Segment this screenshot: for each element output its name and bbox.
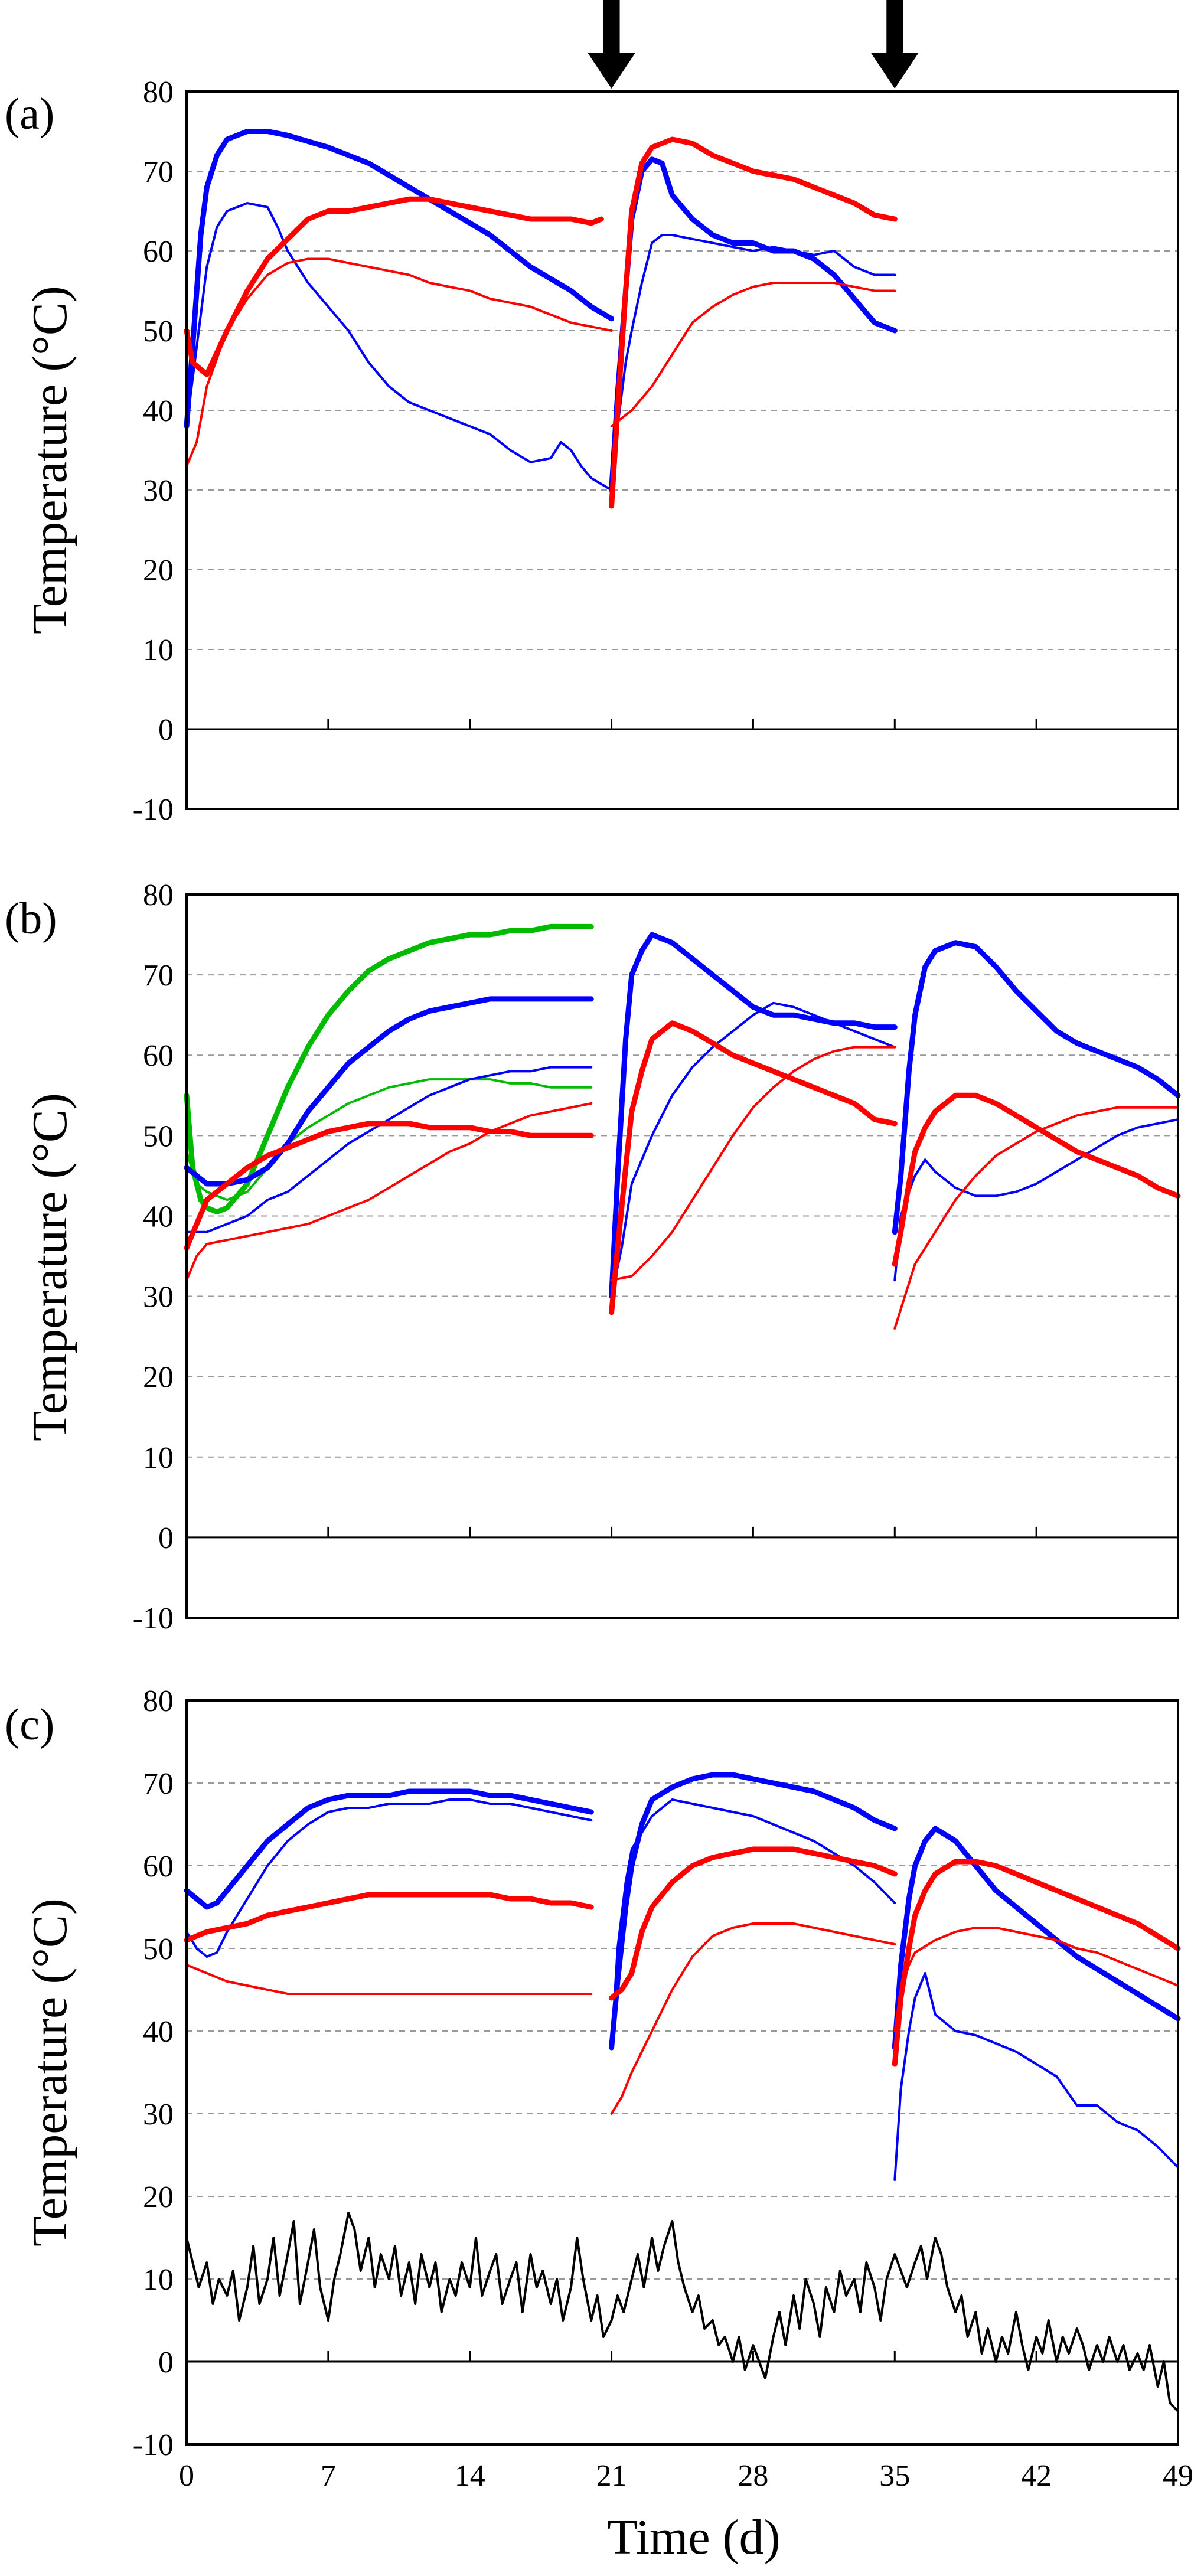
series-green-thin (185, 1078, 593, 1202)
y-tick-label: 40 (143, 2015, 174, 2049)
y-axis-label-b: Temperature (°C) (22, 1093, 77, 1441)
series-green-thick (184, 923, 594, 1215)
arrow-marker-head (871, 53, 919, 89)
y-tick-label: 80 (143, 1684, 174, 1718)
y-tick-label: -10 (133, 793, 174, 827)
series-red-thick (184, 1846, 1181, 2067)
plot-frame (185, 90, 1179, 810)
x-tick-label: 14 (455, 2459, 485, 2493)
x-tick-label: 7 (321, 2459, 336, 2493)
y-tick-label: 40 (143, 394, 174, 428)
x-axis-ticks: 0 7 14 21 28 35 42 49 (179, 2459, 1193, 2493)
x-tick-label: 0 (179, 2459, 194, 2493)
y-tick-label: 10 (143, 2263, 174, 2297)
series-blue-thin (185, 1001, 1179, 1298)
y-tick-label: 50 (143, 315, 174, 348)
arrow-marker-head (588, 53, 635, 89)
series-red-thin (185, 1046, 1179, 1330)
y-tick-label: 60 (143, 1039, 174, 1073)
y-tick-label: 20 (143, 1361, 174, 1395)
y-tick-label: 10 (143, 1441, 174, 1475)
series-blue-thin (185, 202, 896, 491)
y-tick-label: 50 (143, 1932, 174, 1966)
panel-label-b: (b) (5, 894, 57, 943)
panel-a: (a) Temperature (°C) 80 70 60 50 40 30 20 10 0 -1… (5, 76, 1179, 827)
arrow-marker-shaft (886, 0, 903, 56)
y-tick-label: 30 (143, 1281, 174, 1314)
y-tick-label: 30 (143, 2098, 174, 2131)
y-tick-label: 0 (158, 713, 174, 747)
plot-frame (185, 1699, 1179, 2446)
y-tick-label: 30 (143, 474, 174, 508)
series-red-thin (185, 1922, 1179, 2115)
y-tick-label: -10 (133, 1602, 174, 1635)
arrow-markers (588, 0, 919, 89)
y-tick-label: 20 (143, 2180, 174, 2214)
y-tick-label: 80 (143, 879, 174, 912)
x-tick-label: 28 (738, 2459, 768, 2493)
y-tick-label: 60 (143, 235, 174, 269)
x-tick-label: 49 (1163, 2459, 1193, 2493)
panel-c: (c) Temperature (°C) 80 70 60 50 40 30 20 10 0 -1… (5, 1684, 1181, 2462)
y-tick-label: 40 (143, 1200, 174, 1233)
y-tick-label: 0 (158, 2346, 174, 2379)
y-axis-label-a: Temperature (°C) (22, 286, 77, 634)
plot-frame (185, 893, 1179, 1619)
panel-label-a: (a) (5, 89, 54, 139)
y-tick-label: -10 (133, 2428, 174, 2462)
y-tick-label: 10 (143, 634, 174, 667)
y-tick-label: 70 (143, 155, 174, 189)
series-red-thick (184, 1020, 1181, 1315)
series-red-thick (184, 136, 898, 509)
x-tick-label: 42 (1021, 2459, 1052, 2493)
series-red-thin (185, 257, 896, 468)
y-tick-label: 60 (143, 1850, 174, 1883)
series-blue-thick (184, 1772, 1181, 2051)
series-blue-thin (185, 1798, 1179, 2181)
series-black-thin (185, 2212, 1179, 2412)
panel-b: (b) Temperature (°C) 80 70 60 50 40 30 20 10 0 -1… (5, 879, 1181, 1635)
y-tick-label: 70 (143, 1767, 174, 1801)
y-tick-label: 0 (158, 1522, 174, 1555)
arrow-marker-shaft (603, 0, 620, 56)
y-axis-label-c: Temperature (°C) (22, 1898, 77, 2247)
series-blue-thick (184, 932, 1181, 1300)
y-tick-label: 70 (143, 959, 174, 992)
y-tick-label: 80 (143, 76, 174, 109)
x-tick-label: 21 (596, 2459, 627, 2493)
y-tick-label: 50 (143, 1119, 174, 1153)
x-tick-label: 35 (879, 2459, 910, 2493)
x-axis-label: Time (d) (607, 2510, 780, 2565)
y-tick-label: 20 (143, 554, 174, 587)
panel-label-c: (c) (5, 1700, 54, 1749)
